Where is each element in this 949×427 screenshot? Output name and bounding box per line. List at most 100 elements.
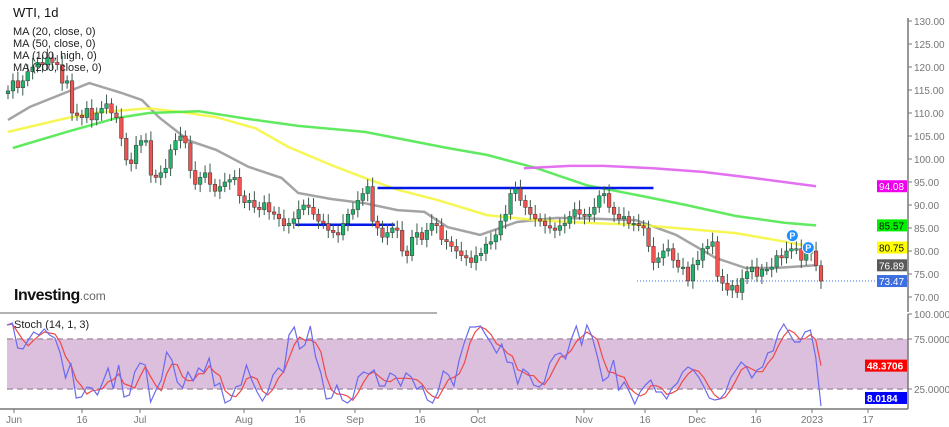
candle-down bbox=[779, 255, 784, 259]
candle-down bbox=[276, 213, 282, 220]
candle-up bbox=[764, 269, 769, 272]
stoch-badge-label: 8.0184 bbox=[867, 394, 898, 405]
price-tick-label: 120.00 bbox=[914, 63, 945, 74]
candle-down bbox=[55, 62, 60, 65]
candle-down bbox=[79, 115, 84, 118]
price-tick-label: 95.00 bbox=[914, 178, 939, 189]
candle-up bbox=[286, 223, 291, 226]
candle-down bbox=[641, 225, 646, 229]
price-tick-label: 70.00 bbox=[914, 293, 939, 304]
candle-down bbox=[114, 112, 119, 118]
time-tick-label: Aug bbox=[235, 415, 253, 426]
candle-up bbox=[222, 181, 227, 187]
candle-down bbox=[242, 195, 247, 203]
candle-down bbox=[754, 266, 759, 277]
candle-down bbox=[400, 230, 405, 252]
candle-down bbox=[321, 220, 326, 224]
stoch-k-line bbox=[6, 322, 822, 407]
stoch-tick-label: 100.0000 bbox=[914, 310, 949, 321]
candle-up bbox=[296, 209, 301, 220]
candle-up bbox=[592, 207, 597, 215]
candle-up bbox=[385, 232, 390, 238]
candle-up bbox=[661, 250, 666, 259]
candle-down bbox=[60, 64, 65, 84]
candle-up bbox=[656, 257, 661, 263]
candle-down bbox=[715, 241, 720, 277]
candle-down bbox=[419, 232, 424, 240]
price-badge-label: 76.89 bbox=[879, 261, 904, 272]
candle-up bbox=[178, 135, 183, 141]
ma-line-ma50 bbox=[7, 107, 817, 249]
candle-down bbox=[70, 80, 75, 114]
price-badge bbox=[877, 275, 907, 288]
logo-name: Investing bbox=[14, 287, 80, 304]
time-tick-label: Dec bbox=[688, 415, 706, 426]
candle-down bbox=[799, 248, 804, 261]
candle-up bbox=[557, 225, 562, 231]
candle-up bbox=[360, 193, 365, 201]
price-badge bbox=[877, 241, 907, 254]
candle-up bbox=[700, 248, 705, 261]
candle-up bbox=[774, 255, 779, 268]
price-tick-label: 105.00 bbox=[914, 132, 945, 143]
candle-down bbox=[676, 259, 681, 268]
candle-up bbox=[365, 186, 370, 194]
candle-down bbox=[183, 135, 188, 144]
candle-up bbox=[621, 216, 626, 220]
candle-up bbox=[804, 253, 809, 261]
candle-up bbox=[740, 278, 745, 293]
candle-up bbox=[680, 266, 686, 269]
candle-down bbox=[405, 250, 410, 256]
candle-down bbox=[267, 202, 272, 213]
candle-up bbox=[247, 200, 252, 203]
price-tick-label: 110.00 bbox=[914, 109, 944, 120]
price-tick-label: 90.00 bbox=[914, 201, 939, 212]
candle-up bbox=[104, 103, 109, 109]
investing-logo: Investing.com bbox=[14, 287, 106, 305]
candle-up bbox=[429, 223, 434, 231]
candle-down bbox=[193, 170, 198, 185]
candle-down bbox=[252, 200, 257, 208]
candle-up bbox=[597, 195, 602, 208]
candle-up bbox=[341, 223, 346, 236]
candle-up bbox=[345, 213, 351, 224]
candle-down bbox=[50, 57, 55, 63]
candle-up bbox=[232, 177, 237, 180]
candle-up bbox=[745, 271, 750, 279]
candle-up bbox=[794, 248, 799, 251]
pivot-marker: P bbox=[785, 229, 799, 243]
ma-line-ma200 bbox=[523, 164, 817, 188]
candle-down bbox=[311, 207, 316, 215]
candle-up bbox=[45, 57, 50, 65]
time-tick-label: 16 bbox=[76, 415, 88, 426]
candle-up bbox=[5, 90, 11, 94]
candle-up bbox=[631, 223, 636, 226]
candle-up bbox=[705, 246, 710, 249]
candle-down bbox=[272, 211, 277, 215]
candle-down bbox=[153, 174, 158, 178]
candle-down bbox=[577, 209, 582, 215]
candle-up bbox=[587, 213, 592, 217]
time-tick-label: 2023 bbox=[801, 415, 824, 426]
candle-down bbox=[646, 227, 651, 247]
candle-down bbox=[89, 108, 94, 121]
candle-down bbox=[533, 213, 538, 220]
candle-up bbox=[483, 243, 488, 254]
candle-up bbox=[414, 232, 420, 238]
price-tick-label: 75.00 bbox=[914, 270, 939, 281]
candle-up bbox=[203, 172, 208, 178]
time-tick-label: Oct bbox=[470, 415, 486, 426]
candle-up bbox=[508, 193, 513, 215]
candle-up bbox=[488, 241, 493, 245]
candle-down bbox=[459, 250, 464, 256]
candle-up bbox=[138, 140, 144, 146]
price-tick-label: 115.00 bbox=[914, 86, 944, 97]
candle-down bbox=[326, 223, 331, 231]
candle-down bbox=[725, 282, 730, 291]
candle-up bbox=[198, 177, 203, 185]
candle-down bbox=[616, 213, 622, 220]
stoch-band bbox=[7, 339, 908, 389]
stoch-tick-label: 25.0000 bbox=[914, 385, 949, 396]
candle-up bbox=[478, 253, 484, 256]
